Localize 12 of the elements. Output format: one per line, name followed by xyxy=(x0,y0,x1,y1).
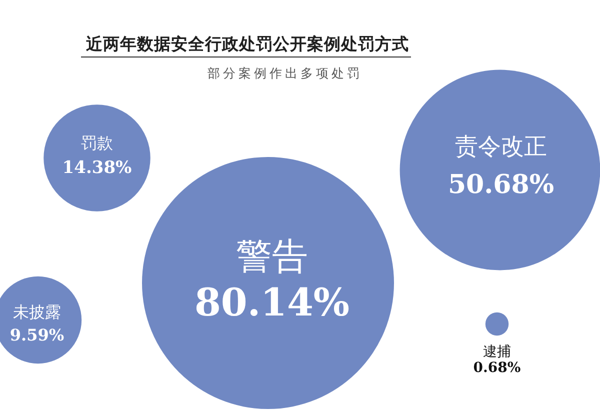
subtitle: 部分案例作出多项处罚 xyxy=(208,66,362,80)
category-label: 未披露 xyxy=(13,302,61,322)
data-label: 0.68% xyxy=(473,360,521,376)
data-label: 80.14% xyxy=(194,280,350,324)
category-label: 逮捕 xyxy=(483,344,511,360)
title: 近两年数据安全行政处罚公开案例处罚方式 xyxy=(86,34,409,54)
data-label: 9.59% xyxy=(10,326,64,344)
category-label: 责令改正 xyxy=(455,134,547,160)
category-label: 罚款 xyxy=(81,134,113,152)
category-label: 警告 xyxy=(236,236,308,278)
data-label: 14.38% xyxy=(62,158,132,178)
data-label: 50.68% xyxy=(448,170,554,200)
